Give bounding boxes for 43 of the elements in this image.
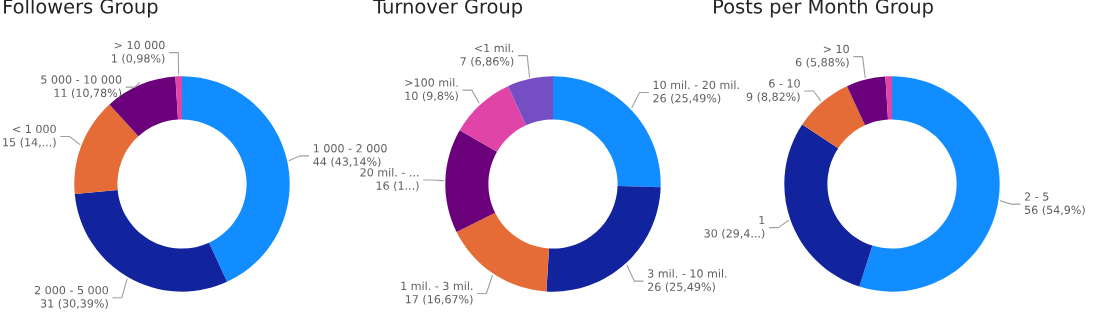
slice-label: > 10 (823, 44, 849, 54)
donut-slice (802, 86, 865, 149)
data-label: 11 (10,78%) (54, 88, 122, 99)
slice-label: > 10 000 (114, 40, 165, 50)
data-label: 30 (29,4...) (704, 228, 765, 239)
slice-label: 1 mil. - 3 mil. (401, 281, 473, 291)
slice-label: 2 - 5 (1024, 192, 1049, 201)
data-label: 31 (30,39%) (40, 299, 108, 309)
data-label: 26 (25,49%) (653, 93, 721, 104)
donut-slice (507, 76, 553, 126)
slice-label: <1 mil. (475, 43, 514, 53)
slice-label: 5 000 - 10 000 (41, 75, 122, 84)
donut-slice (885, 76, 892, 120)
data-label: 56 (54,9%) (1024, 205, 1085, 216)
data-label: 44 (43,14%) (313, 157, 381, 168)
donut-slice (846, 76, 889, 126)
donut-slice (182, 76, 290, 282)
slice-label: 2 000 - 5 000 (34, 285, 109, 295)
donut-slice (456, 212, 550, 292)
data-label: 9 (8,82%) (746, 92, 800, 103)
slice-label: 6 - 10 (769, 79, 800, 88)
donut-slice (459, 86, 526, 152)
data-label: 6 (5,88%) (795, 57, 849, 68)
slice-label: 1 (759, 215, 765, 225)
slice-label: >100 mil. (405, 78, 458, 87)
donut-slice (859, 76, 1000, 292)
data-label: 1 (0,98%) (112, 53, 165, 64)
data-label: 17 (16,67%) (405, 294, 473, 305)
slice-label: 10 mil. - 20 mil. (653, 80, 739, 90)
slice-label: 20 mil. - ... (360, 167, 419, 177)
slice-label: < 1 000 (13, 124, 56, 134)
data-label: 10 (9,8%) (405, 91, 458, 102)
donut-slice (784, 124, 873, 287)
donut-slice (445, 130, 498, 232)
chart-title: Turnover Group (373, 0, 523, 18)
slice-label: 1 000 - 2 000 (313, 144, 387, 153)
data-label: 16 (1...) (376, 181, 419, 192)
data-label: 26 (25,49%) (648, 282, 715, 293)
data-label: 7 (6,86%) (460, 56, 514, 67)
donut-slice (175, 76, 182, 120)
data-label: 15 (14,...) (3, 137, 56, 148)
donut-slice (74, 104, 139, 194)
slice-label: 3 mil. - 10 mil. (648, 269, 727, 278)
